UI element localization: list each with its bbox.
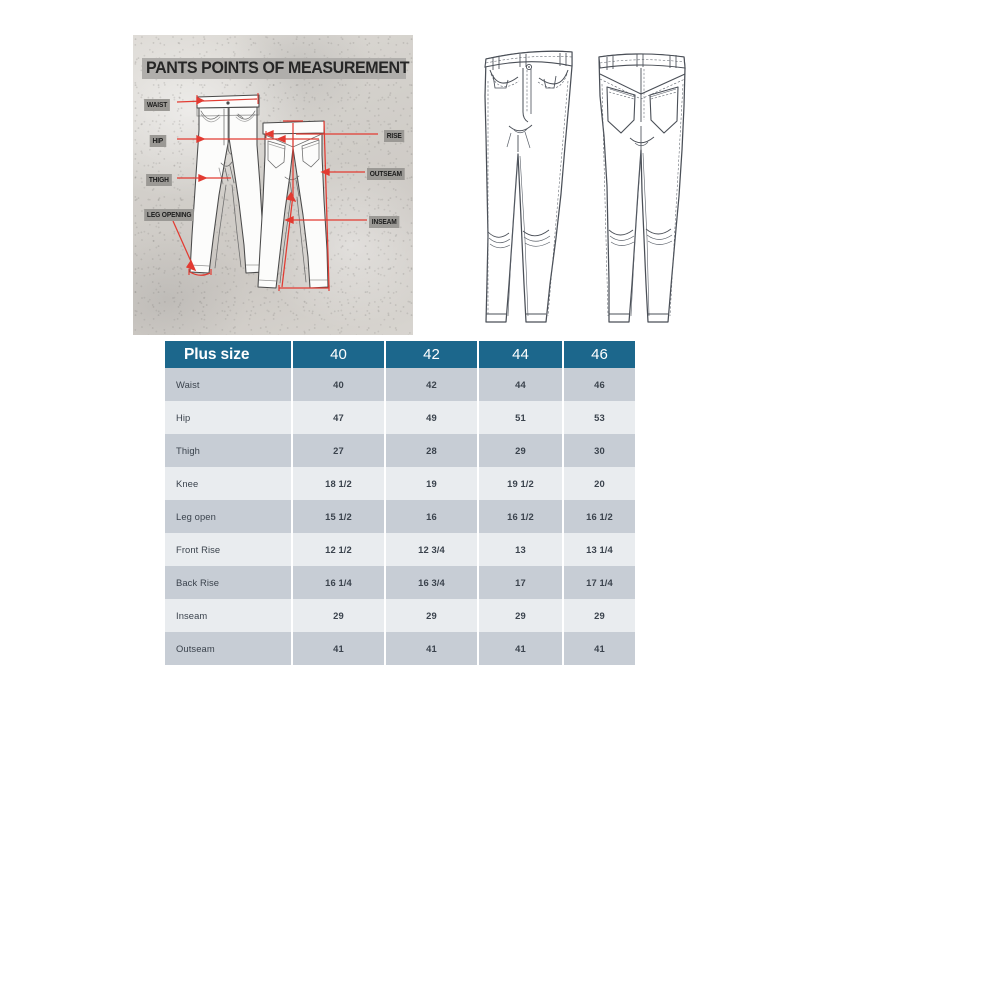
front-pants-details [190,101,265,269]
label-waist: WAIST [144,99,170,111]
cell-value: 41 [292,632,386,665]
table-row: Knee 18 1/2 19 19 1/2 20 [165,467,635,500]
cell-value: 17 [478,566,564,599]
cell-value: 42 [385,368,479,401]
callout-arrows [172,93,378,291]
jeans-technical-flats [468,26,726,336]
row-label: Outseam [165,632,293,665]
cell-value: 44 [478,368,564,401]
table-row: Outseam 41 41 41 41 [165,632,635,665]
diagram-title-bar [142,58,406,79]
cell-value: 17 1/4 [563,566,635,599]
table-row: Waist 40 42 44 46 [165,368,635,401]
cell-value: 18 1/2 [292,467,386,500]
size-chart-table: Plus size 40 42 44 46 Waist 40 42 44 46 Hip 47… [165,341,635,665]
label-thigh: THIGH [146,174,172,186]
table-row: Front Rise 12 1/2 12 3/4 13 13 1/4 [165,533,635,566]
table-row: Leg open 15 1/2 16 16 1/2 16 1/2 [165,500,635,533]
cell-value: 41 [478,632,564,665]
table-body: Waist 40 42 44 46 Hip 47 49 51 53 Thigh 27 28 29 30 Kne… [165,368,635,665]
diagram-title: PANTS POINTS OF MEASUREMENT [146,59,410,77]
cell-value: 29 [292,599,386,632]
row-label: Hip [165,401,293,434]
jeans-front-technical-flat [484,50,573,323]
front-pants-sketch [189,94,265,274]
label-outseam: OUTSEAM [367,168,405,180]
cell-value: 53 [563,401,635,434]
cell-value: 13 [478,533,564,566]
cell-value: 12 1/2 [292,533,386,566]
cell-value: 28 [385,434,479,467]
technical-flat-artwork [484,50,686,323]
cell-value: 51 [478,401,564,434]
cell-value: 49 [385,401,479,434]
cell-value: 40 [292,368,386,401]
cell-value: 41 [563,632,635,665]
cell-value: 41 [385,632,479,665]
cell-value: 19 1/2 [478,467,564,500]
row-label: Waist [165,368,293,401]
cell-value: 13 1/4 [563,533,635,566]
cell-value: 15 1/2 [292,500,386,533]
cell-value: 16 3/4 [385,566,479,599]
cell-value: 16 [385,500,479,533]
header-size-40: 40 [292,341,386,368]
label-leg-opening: LEG OPENING [144,209,195,221]
cell-value: 16 1/2 [478,500,564,533]
cell-value: 46 [563,368,635,401]
row-label: Inseam [165,599,293,632]
cell-value: 12 3/4 [385,533,479,566]
cell-value: 30 [563,434,635,467]
cell-value: 27 [292,434,386,467]
header-size-46: 46 [563,341,635,368]
cell-value: 19 [385,467,479,500]
cell-value: 29 [478,599,564,632]
cell-value: 29 [478,434,564,467]
table-row: Back Rise 16 1/4 16 3/4 17 17 1/4 [165,566,635,599]
label-rise: RISE [384,130,405,142]
cell-value: 16 1/2 [563,500,635,533]
diagram-artwork [172,93,378,291]
table-header-row: Plus size 40 42 44 46 [165,341,635,368]
table-row: Hip 47 49 51 53 [165,401,635,434]
label-inseam: INSEAM [369,216,400,228]
cell-value: 29 [385,599,479,632]
label-hip: HIP [149,135,166,147]
jeans-back-technical-flat [598,53,686,323]
cell-value: 47 [292,401,386,434]
header-size-44: 44 [478,341,564,368]
row-label: Leg open [165,500,293,533]
row-label: Thigh [165,434,293,467]
row-label: Front Rise [165,533,293,566]
row-label: Back Rise [165,566,293,599]
header-size-42: 42 [385,341,479,368]
header-plus-size: Plus size [165,341,293,368]
table-row: Inseam 29 29 29 29 [165,599,635,632]
cell-value: 29 [563,599,635,632]
table-row: Thigh 27 28 29 30 [165,434,635,467]
cell-value: 20 [563,467,635,500]
cell-value: 16 1/4 [292,566,386,599]
pants-measurement-diagram: PANTS POINTS OF MEASUREMENT [133,35,413,335]
row-label: Knee [165,467,293,500]
